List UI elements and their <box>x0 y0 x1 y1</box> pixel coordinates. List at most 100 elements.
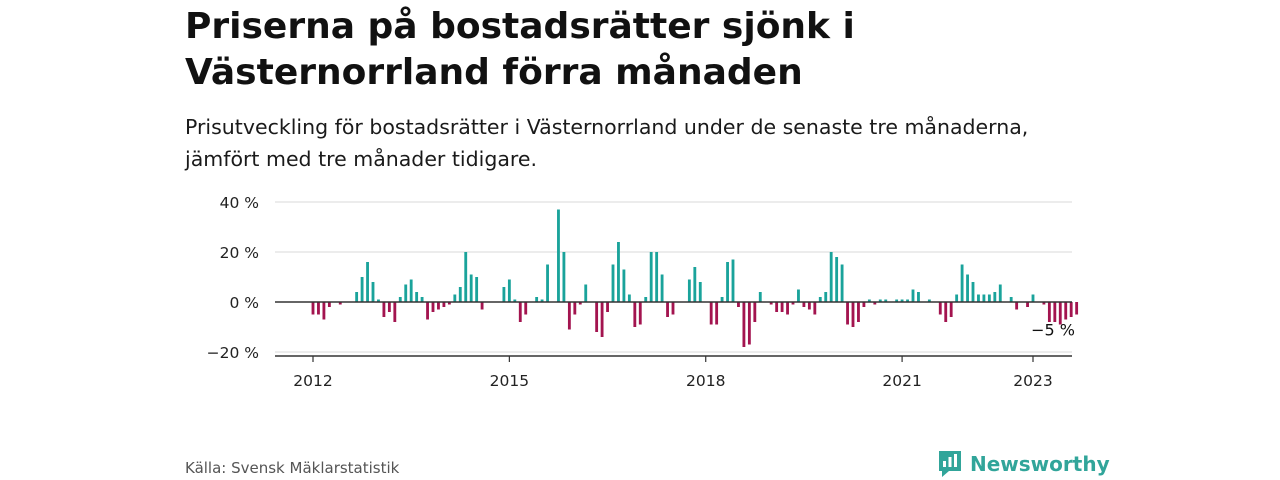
brand-name: Newsworthy <box>970 452 1110 476</box>
bar <box>693 267 697 302</box>
bar <box>415 292 419 302</box>
bar <box>671 302 675 315</box>
bar <box>393 302 397 322</box>
x-tick-label: 2021 <box>882 372 921 390</box>
bar <box>900 299 904 302</box>
bars <box>311 209 1079 347</box>
y-tick-label: 40 % <box>220 194 259 212</box>
bar <box>906 299 909 302</box>
bar <box>884 299 888 302</box>
newsworthy-logo-icon <box>939 451 961 477</box>
bar <box>317 302 320 315</box>
bar <box>797 289 800 302</box>
bar <box>513 299 517 302</box>
bar <box>518 302 522 322</box>
x-tick-label: 2018 <box>686 372 725 390</box>
bar <box>437 302 440 310</box>
bar <box>878 299 882 302</box>
y-tick-label: 0 % <box>229 294 259 312</box>
bar <box>791 302 795 305</box>
bar <box>617 242 620 302</box>
bar <box>458 287 462 302</box>
bar <box>1047 302 1051 322</box>
bar <box>1015 302 1019 310</box>
bar <box>595 302 599 332</box>
bar <box>649 252 653 302</box>
bar <box>1069 302 1073 317</box>
bar <box>949 302 953 317</box>
bar <box>567 302 571 330</box>
bar <box>807 302 811 310</box>
bar <box>420 297 424 302</box>
y-tick-labels: 40 % 20 % 0 % −20 % <box>207 194 259 362</box>
bar <box>758 292 762 302</box>
bar <box>780 302 784 312</box>
bar <box>687 279 691 302</box>
chart-title: Priserna på bostadsrätter sjönk i Väster… <box>185 6 855 93</box>
x-tick-label: 2023 <box>1013 372 1052 390</box>
bar <box>404 284 408 302</box>
bar <box>469 274 473 302</box>
y-tick-label: 20 % <box>220 244 259 262</box>
bar <box>987 294 991 302</box>
bar <box>753 302 757 322</box>
bar <box>982 294 986 302</box>
bar <box>818 297 822 302</box>
bar <box>475 277 479 302</box>
source-note: Källa: Svensk Mäklarstatistik <box>185 459 400 477</box>
bar <box>360 277 364 302</box>
bar <box>633 302 637 327</box>
bar <box>1064 302 1068 320</box>
bar <box>802 302 806 307</box>
bar <box>327 302 331 307</box>
bar <box>895 299 899 302</box>
bar <box>709 302 713 325</box>
bar <box>742 302 746 347</box>
bar <box>731 259 735 302</box>
x-ticks: 2012 2015 2018 2021 2023 <box>293 356 1053 390</box>
bar <box>1053 302 1057 322</box>
bar <box>971 282 975 302</box>
bar <box>786 302 789 315</box>
bar <box>835 257 839 302</box>
bar <box>573 302 577 315</box>
bar <box>366 262 369 302</box>
bar <box>480 302 484 310</box>
bar <box>769 302 773 305</box>
bar <box>829 252 833 302</box>
x-tick-label: 2012 <box>293 372 332 390</box>
bar <box>660 274 664 302</box>
bar <box>322 302 326 320</box>
newsworthy-logo[interactable]: Newsworthy <box>937 449 1110 479</box>
bar <box>873 302 877 305</box>
bar <box>377 299 380 302</box>
bar <box>453 294 457 302</box>
bar <box>426 302 429 320</box>
bar <box>867 299 871 302</box>
bar <box>927 299 931 302</box>
bar <box>846 302 849 325</box>
bar <box>813 302 817 315</box>
bar <box>666 302 669 317</box>
bar <box>955 294 959 302</box>
bar <box>507 279 511 302</box>
bar <box>911 289 915 302</box>
bar <box>851 302 855 327</box>
bar <box>464 252 468 302</box>
bar <box>747 302 751 345</box>
bar <box>775 302 779 312</box>
bar <box>431 302 435 312</box>
bar <box>557 209 560 302</box>
bar <box>737 302 740 307</box>
bar <box>857 302 860 322</box>
bar <box>447 302 451 305</box>
bar <box>715 302 719 325</box>
bar <box>998 284 1002 302</box>
bar <box>600 302 604 337</box>
y-tick-label: −20 % <box>207 344 259 362</box>
bar <box>606 302 609 312</box>
bar <box>655 252 659 302</box>
bar <box>622 269 626 302</box>
bar <box>720 297 724 302</box>
